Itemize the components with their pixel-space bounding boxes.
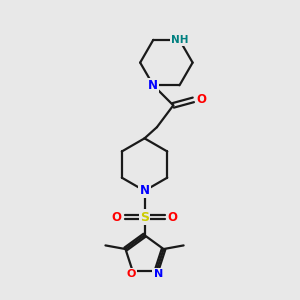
Text: S: S	[140, 211, 149, 224]
Text: NH: NH	[171, 35, 188, 45]
Text: N: N	[140, 184, 149, 197]
Text: O: O	[126, 269, 136, 279]
Text: O: O	[196, 93, 206, 106]
Text: O: O	[168, 211, 178, 224]
Text: O: O	[112, 211, 122, 224]
Text: N: N	[148, 79, 158, 92]
Text: N: N	[154, 269, 163, 279]
